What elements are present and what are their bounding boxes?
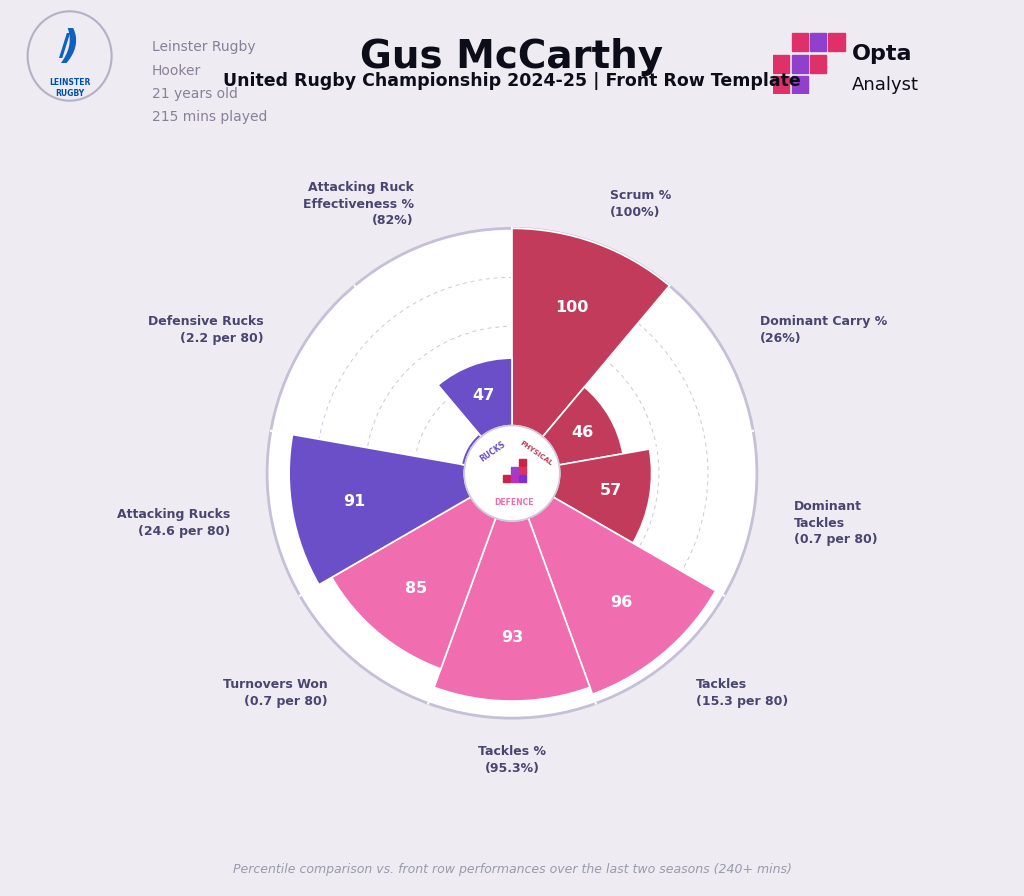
- Text: Dominant
Tackles
(0.7 per 80): Dominant Tackles (0.7 per 80): [795, 500, 878, 546]
- Text: RUGBY: RUGBY: [55, 89, 84, 99]
- Text: LEINSTER: LEINSTER: [49, 78, 90, 87]
- Bar: [503, 476, 510, 482]
- Text: Attacking Rucks
(24.6 per 80): Attacking Rucks (24.6 per 80): [117, 508, 229, 538]
- Circle shape: [464, 426, 560, 521]
- Text: Attacking Ruck
Effectiveness %
(82%): Attacking Ruck Effectiveness % (82%): [303, 181, 414, 227]
- Wedge shape: [332, 473, 512, 669]
- Circle shape: [267, 228, 757, 719]
- Text: 85: 85: [404, 581, 427, 596]
- Bar: [519, 476, 526, 482]
- Text: 57: 57: [600, 483, 623, 498]
- Bar: [810, 55, 826, 73]
- Text: Turnovers Won
(0.7 per 80): Turnovers Won (0.7 per 80): [223, 678, 328, 708]
- Bar: [773, 55, 790, 73]
- Text: RUCKS: RUCKS: [478, 439, 507, 463]
- Text: 100: 100: [556, 300, 589, 315]
- Bar: [810, 33, 826, 51]
- Text: 21: 21: [469, 447, 492, 462]
- Bar: [511, 476, 518, 482]
- Bar: [519, 468, 526, 474]
- Bar: [773, 76, 790, 94]
- Bar: [511, 468, 518, 474]
- Bar: [792, 33, 808, 51]
- Text: Defensive Rucks
(2.2 per 80): Defensive Rucks (2.2 per 80): [148, 315, 264, 345]
- Text: DEFENCE: DEFENCE: [495, 498, 535, 507]
- Text: United Rugby Championship 2024-25 | Front Row Template: United Rugby Championship 2024-25 | Fron…: [223, 72, 801, 90]
- Wedge shape: [512, 387, 623, 473]
- Text: ): ): [60, 28, 79, 65]
- Wedge shape: [289, 435, 512, 585]
- Text: 46: 46: [571, 426, 593, 440]
- Text: PHYSICAL: PHYSICAL: [519, 440, 554, 467]
- Bar: [828, 33, 845, 51]
- Bar: [792, 76, 808, 94]
- Text: /: /: [59, 32, 70, 61]
- Wedge shape: [462, 434, 512, 473]
- Text: 96: 96: [609, 596, 632, 610]
- Text: 91: 91: [343, 494, 366, 509]
- Wedge shape: [512, 449, 651, 543]
- Wedge shape: [512, 473, 716, 694]
- Text: Opta: Opta: [852, 44, 912, 64]
- Text: 215 mins played: 215 mins played: [152, 110, 267, 125]
- Text: Dominant Carry %
(26%): Dominant Carry % (26%): [760, 315, 888, 345]
- Text: Analyst: Analyst: [852, 76, 919, 94]
- Text: 21 years old: 21 years old: [152, 87, 238, 101]
- Text: Percentile comparison vs. front row performances over the last two seasons (240+: Percentile comparison vs. front row perf…: [232, 863, 792, 876]
- Wedge shape: [438, 358, 512, 473]
- Wedge shape: [512, 228, 670, 473]
- Text: 47: 47: [472, 388, 495, 403]
- Text: Scrum %
(100%): Scrum % (100%): [610, 189, 672, 219]
- Bar: [792, 55, 808, 73]
- Wedge shape: [434, 473, 590, 701]
- Text: Hooker: Hooker: [152, 64, 201, 78]
- Text: Leinster Rugby: Leinster Rugby: [152, 40, 255, 55]
- Bar: [519, 460, 526, 466]
- Text: 93: 93: [501, 630, 523, 645]
- Text: Tackles %
(95.3%): Tackles % (95.3%): [478, 745, 546, 774]
- Text: Gus McCarthy: Gus McCarthy: [360, 38, 664, 75]
- Text: Tackles
(15.3 per 80): Tackles (15.3 per 80): [696, 678, 788, 708]
